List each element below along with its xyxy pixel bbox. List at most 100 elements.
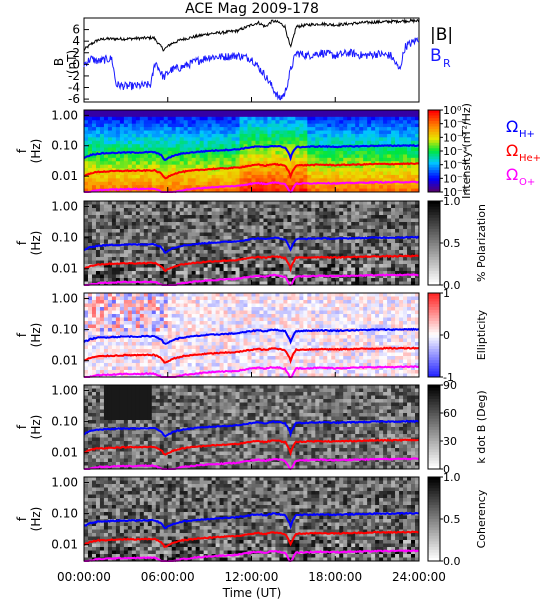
spectrogram-cell	[207, 345, 213, 350]
spectrogram-cell	[287, 218, 292, 223]
spectrogram-cell	[167, 250, 173, 254]
spectrogram-cell	[175, 239, 181, 244]
spectrogram-cell	[215, 164, 220, 169]
spectrogram-cell	[171, 271, 177, 275]
spectrogram-cell	[131, 215, 137, 219]
spectrogram-cell	[367, 246, 372, 251]
spectrogram-cell	[327, 137, 332, 142]
spectrogram-cell	[235, 222, 240, 226]
spectrogram-cell	[227, 181, 232, 186]
spectrogram-cell	[215, 253, 220, 258]
spectrogram-cell	[159, 303, 165, 308]
spectrogram-cell	[215, 324, 220, 329]
spectrogram-cell	[371, 250, 376, 254]
spectrogram-cell	[267, 215, 272, 219]
spectrogram-cell	[91, 211, 97, 216]
spectrogram-cell	[151, 278, 157, 282]
spectrogram-cell	[191, 314, 197, 318]
spectrogram-cell	[395, 278, 400, 282]
spectrogram-cell	[279, 257, 284, 261]
spectrogram-cell	[407, 164, 412, 169]
spectrogram-cell	[263, 168, 268, 172]
spectrogram-cell	[311, 208, 316, 212]
spectrogram-cell	[87, 267, 93, 272]
spectrogram-cell	[95, 133, 101, 138]
spectrogram-cell	[255, 116, 260, 121]
spectrogram-cell	[215, 171, 220, 176]
spectrogram-cell	[331, 222, 336, 226]
spectrogram-cell	[231, 225, 236, 230]
spectrogram-cell	[84, 331, 89, 336]
spectrogram-cell	[227, 267, 232, 272]
spectrogram-cell	[359, 250, 364, 254]
spectrogram-cell	[367, 215, 372, 219]
spectrogram-cell	[235, 127, 240, 131]
spectrogram-cell	[275, 137, 280, 142]
spectrogram-cell	[203, 324, 209, 329]
spectrogram-cell	[183, 296, 189, 301]
spectrogram-cell	[231, 232, 236, 237]
spectrogram-cell	[395, 246, 400, 251]
spectrogram-cell	[135, 137, 141, 142]
spectrogram-cell	[287, 140, 292, 145]
spectrogram-cell	[167, 130, 173, 135]
spectrogram-cell	[395, 174, 400, 179]
spectrogram-cell	[115, 171, 121, 176]
spectrogram-cell	[151, 293, 157, 297]
spectrogram-cell	[95, 140, 101, 145]
spectrogram-cell	[223, 243, 228, 247]
spectrogram-cell	[179, 310, 185, 315]
spectrogram-cell	[135, 373, 141, 378]
spectrogram-cell	[239, 185, 244, 189]
spectrogram-cell	[131, 338, 137, 343]
spectrogram-cell	[279, 140, 284, 145]
spectrogram-cell	[167, 171, 173, 176]
spectrogram-cell	[143, 345, 149, 350]
spectrogram-cell	[167, 113, 173, 118]
spectrogram-cell	[307, 218, 312, 223]
spectrogram-cell	[139, 137, 145, 142]
spectrogram-cell	[363, 264, 368, 268]
spectrogram-cell	[131, 331, 137, 336]
colorbar-tick-label: 0.5	[443, 237, 461, 250]
spectrogram-cell	[271, 253, 276, 258]
spectrogram-cell	[347, 278, 352, 282]
spectrogram-cell	[199, 174, 205, 179]
spectrogram-cell	[143, 174, 149, 179]
spectrogram-cell	[187, 324, 193, 329]
spectrogram-cell	[235, 174, 240, 179]
spectrogram-cell	[219, 225, 224, 230]
spectrogram-cell	[111, 229, 117, 233]
spectrogram-cell	[363, 151, 368, 155]
spectrogram-cell	[343, 147, 348, 152]
spectrogram-cell	[175, 127, 181, 131]
spectrogram-cell	[239, 140, 244, 145]
spectrogram-cell	[343, 215, 348, 219]
spectrogram-cell	[107, 366, 113, 371]
spectrogram-cell	[211, 174, 217, 179]
spectrogram-cell	[211, 171, 217, 176]
spectrogram-cell	[99, 253, 105, 258]
spectrogram-cell	[219, 201, 224, 205]
spectrogram-cell	[119, 250, 125, 254]
spectrogram-cell	[331, 161, 336, 166]
spectrogram-cell	[271, 211, 276, 216]
spectrogram-cell	[119, 307, 125, 311]
spectrogram-cell	[223, 174, 228, 179]
spectrogram-cell	[111, 211, 117, 216]
spectrogram-cell	[411, 218, 416, 223]
spectrogram-cell	[343, 201, 348, 205]
spectrogram-cell	[379, 127, 384, 131]
spectrogram-cell	[107, 171, 113, 176]
spectrogram-cell	[263, 264, 268, 268]
spectrogram-cell	[215, 157, 220, 162]
spectrogram-cell	[87, 225, 93, 230]
spectrogram-cell	[199, 225, 205, 230]
spectrogram-cell	[211, 307, 217, 311]
spectrogram-cell	[151, 137, 157, 142]
spectrogram-cell	[315, 188, 320, 193]
spectrogram-cell	[411, 260, 416, 265]
spectrogram-cell	[271, 208, 276, 212]
spectrogram-cell	[167, 363, 173, 367]
spectrogram-cell	[255, 218, 260, 223]
